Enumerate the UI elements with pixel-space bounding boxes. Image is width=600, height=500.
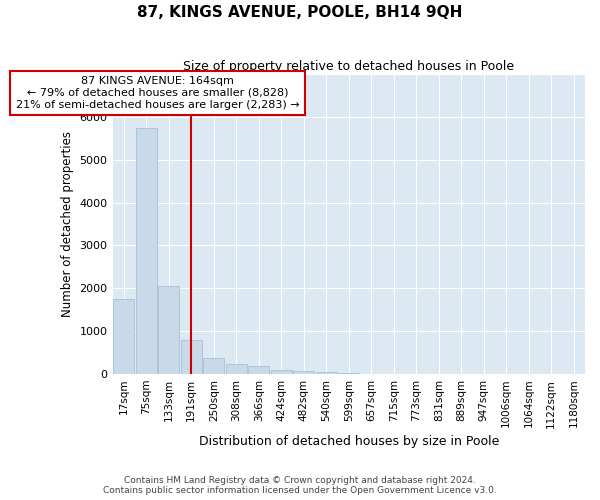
Title: Size of property relative to detached houses in Poole: Size of property relative to detached ho… [183, 60, 514, 73]
Text: 87, KINGS AVENUE, POOLE, BH14 9QH: 87, KINGS AVENUE, POOLE, BH14 9QH [137, 5, 463, 20]
Bar [113, 299, 134, 374]
Bar [248, 366, 269, 374]
Y-axis label: Number of detached properties: Number of detached properties [61, 131, 74, 317]
Bar [271, 370, 292, 374]
Bar [158, 286, 179, 374]
X-axis label: Distribution of detached houses by size in Poole: Distribution of detached houses by size … [199, 434, 499, 448]
Text: Contains HM Land Registry data © Crown copyright and database right 2024.
Contai: Contains HM Land Registry data © Crown c… [103, 476, 497, 495]
Bar [226, 364, 247, 374]
Bar [136, 128, 157, 374]
Bar [316, 372, 337, 374]
Bar [203, 358, 224, 374]
Text: 87 KINGS AVENUE: 164sqm
← 79% of detached houses are smaller (8,828)
21% of semi: 87 KINGS AVENUE: 164sqm ← 79% of detache… [16, 76, 299, 110]
Bar [293, 371, 314, 374]
Bar [181, 340, 202, 374]
